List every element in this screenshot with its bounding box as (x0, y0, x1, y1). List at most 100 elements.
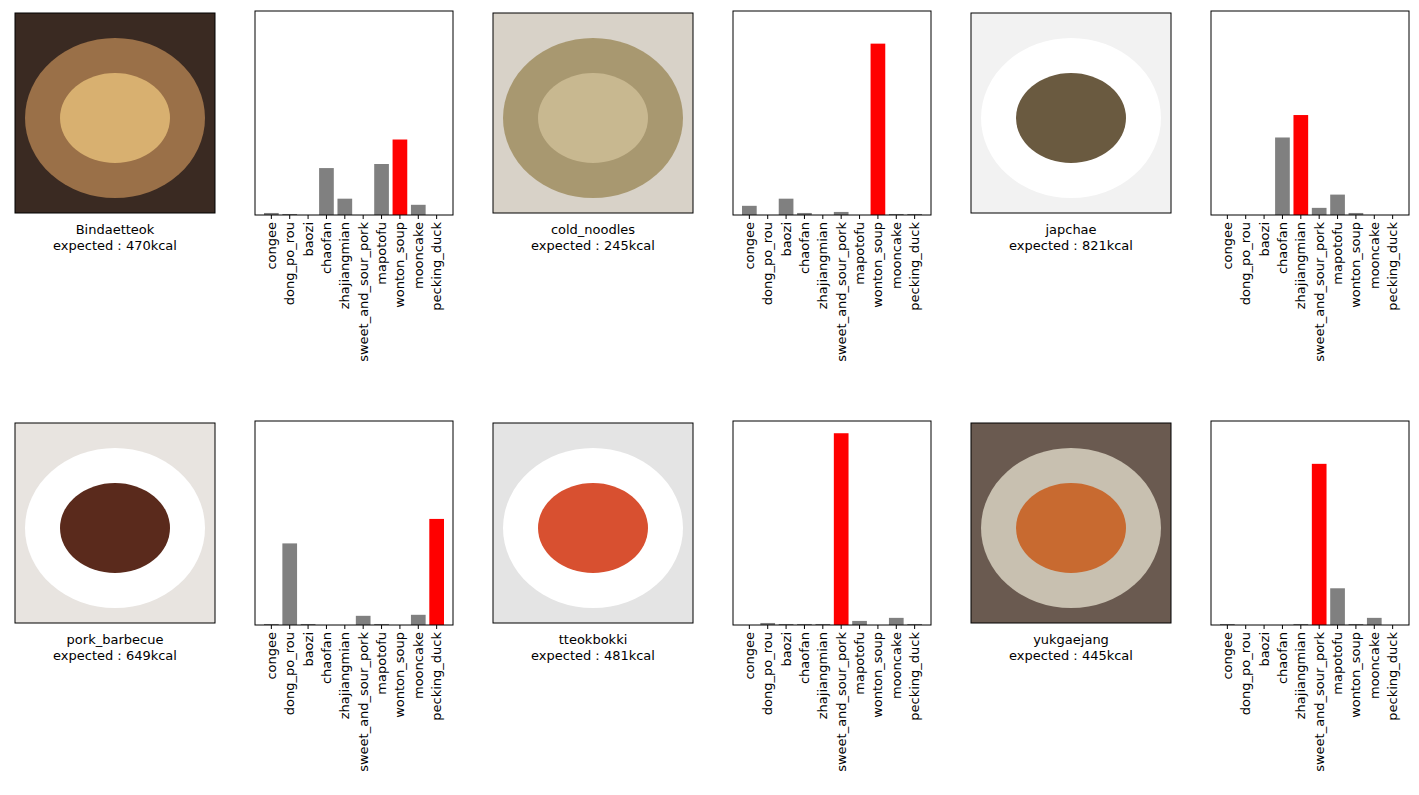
x-tick-label: mapotofu (1330, 222, 1345, 285)
x-tick (381, 215, 382, 219)
x-tick (1337, 625, 1338, 629)
x-tick (1355, 215, 1356, 219)
x-tick-label: mapotofu (1330, 632, 1345, 695)
x-tick (344, 215, 345, 219)
x-tick-label: pecking_duck (1385, 632, 1400, 721)
x-tick-label: wonton_soup (1348, 222, 1363, 308)
photo-plate (503, 38, 683, 198)
bars (742, 44, 922, 215)
photo-food (538, 483, 648, 573)
photo-caption: expected : 821kcal (1009, 238, 1133, 253)
x-tick (1319, 215, 1320, 219)
x-tick (289, 625, 290, 629)
x-tick-label: pecking_duck (429, 222, 444, 311)
x-tick (841, 215, 842, 219)
x-tick (344, 625, 345, 629)
photo-food (1016, 483, 1126, 573)
x-tick-label: chaofan (319, 222, 334, 274)
bars (1275, 115, 1363, 215)
photo-frame (15, 13, 215, 213)
x-tick (1264, 625, 1265, 629)
x-tick (1300, 625, 1301, 629)
x-tick (363, 625, 364, 629)
x-tick (1245, 625, 1246, 629)
x-tick-label: sweet_and_sour_pork (1312, 632, 1327, 772)
x-tick (877, 215, 878, 219)
plot-frame (733, 11, 931, 215)
bar (1293, 115, 1308, 215)
x-tick-label: sweet_and_sour_pork (834, 222, 849, 362)
bar (319, 168, 334, 215)
x-tick (786, 215, 787, 219)
x-tick (841, 625, 842, 629)
x-tick-label: congee (742, 632, 757, 680)
plot-frame (1211, 421, 1409, 625)
x-tick (308, 215, 309, 219)
plot-frame (255, 421, 453, 625)
x-tick-label: dong_po_rou (1238, 222, 1253, 305)
x-tick-label: baozi (301, 222, 316, 257)
bar (1312, 464, 1327, 625)
plot-frame (733, 421, 931, 625)
x-tick (1319, 625, 1320, 629)
x-tick (822, 625, 823, 629)
x-tick-label: wonton_soup (392, 222, 407, 308)
x-tick (914, 215, 915, 219)
photo-caption: cold_noodles (551, 222, 635, 237)
food-photo (15, 13, 215, 213)
x-tick (749, 625, 750, 629)
bar (429, 519, 444, 625)
photo-caption: Bindaetteok (76, 222, 155, 237)
photo-background (493, 13, 693, 213)
photo-background (15, 13, 215, 213)
bar (1275, 137, 1290, 215)
x-tick-label: wonton_soup (1348, 632, 1363, 718)
x-tick-label: mooncake (1367, 222, 1382, 289)
x-tick-label: sweet_and_sour_pork (834, 632, 849, 772)
photo-frame (971, 13, 1171, 213)
x-tick-label: zhajiangmian (815, 222, 830, 309)
photo-background (493, 423, 693, 623)
x-tick (399, 215, 400, 219)
x-tick (436, 215, 437, 219)
x-tick (1355, 625, 1356, 629)
photo-plate (503, 448, 683, 608)
x-tick (308, 625, 309, 629)
x-tick (1282, 625, 1283, 629)
x-tick (786, 625, 787, 629)
x-tick-label: baozi (301, 632, 316, 667)
x-tick (822, 215, 823, 219)
x-tick-label: pecking_duck (1385, 222, 1400, 311)
x-tick (1374, 215, 1375, 219)
x-tick (1282, 215, 1283, 219)
x-tick-label: zhajiangmian (815, 632, 830, 719)
x-tick-label: sweet_and_sour_pork (356, 222, 371, 362)
x-tick-label: mapotofu (374, 632, 389, 695)
x-tick-label: mapotofu (374, 222, 389, 285)
bar (779, 199, 794, 215)
x-tick-label: sweet_and_sour_pork (1312, 222, 1327, 362)
x-tick (418, 215, 419, 219)
x-tick-label: baozi (1257, 632, 1272, 667)
x-tick (381, 625, 382, 629)
bar (411, 205, 426, 215)
x-tick-label: congee (1220, 632, 1235, 680)
x-tick-label: dong_po_rou (760, 222, 775, 305)
x-tick (859, 215, 860, 219)
bar (1330, 195, 1345, 215)
x-tick (749, 215, 750, 219)
food-photo (971, 423, 1171, 623)
x-tick-label: zhajiangmian (337, 222, 352, 309)
bar (374, 164, 389, 215)
bars (760, 433, 922, 625)
x-tick-label: mooncake (889, 222, 904, 289)
x-tick (877, 625, 878, 629)
photo-plate (25, 38, 205, 198)
x-tick-label: baozi (779, 222, 794, 257)
photo-caption: expected : 481kcal (531, 648, 655, 663)
x-tick-label: mapotofu (852, 632, 867, 695)
bar (1367, 618, 1382, 625)
x-tick-label: sweet_and_sour_pork (356, 632, 371, 772)
plot-frame (255, 11, 453, 215)
x-tick-label: zhajiangmian (337, 632, 352, 719)
